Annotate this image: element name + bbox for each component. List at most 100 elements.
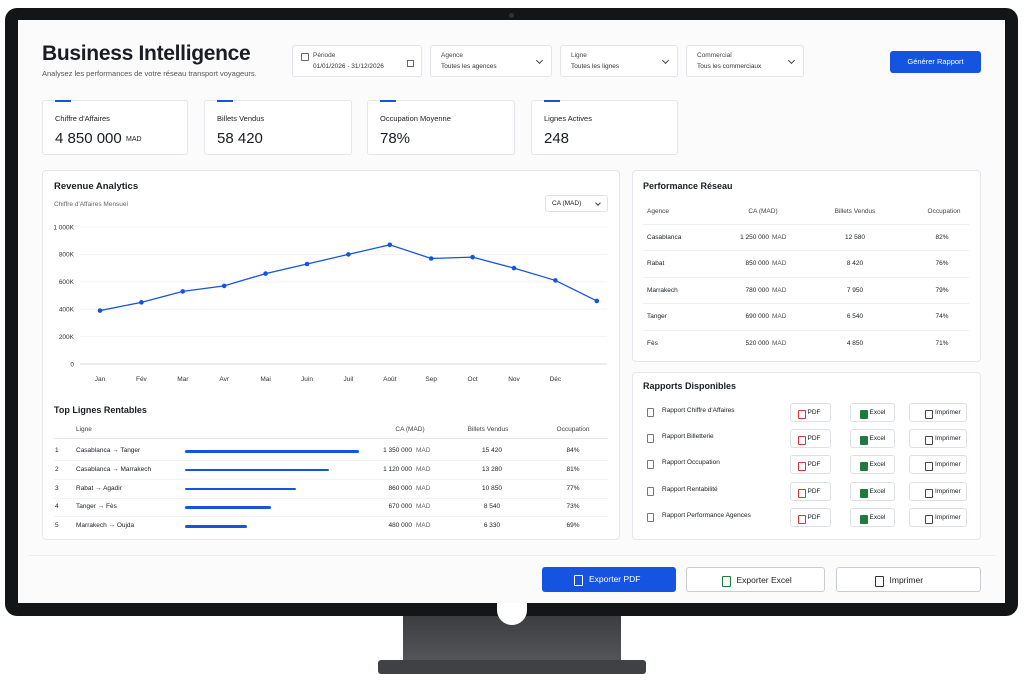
occupation: 69%: [566, 522, 580, 530]
report-name: Rapport Occupation: [662, 459, 720, 467]
button-label: Imprimer: [935, 487, 961, 495]
y-tick-label: 0: [70, 361, 74, 368]
row-rule: [54, 516, 608, 518]
button-label: Excel: [869, 461, 886, 469]
report-button[interactable]: PDF: [790, 455, 831, 475]
filter-value: 01/01/2026 - 31/12/2026: [313, 63, 384, 70]
line-name: Marrakech → Oujda: [76, 522, 135, 530]
kpi-card: Billets Vendus 58 420: [204, 100, 352, 155]
occupation: 71%: [935, 339, 949, 347]
report-button[interactable]: Imprimer: [909, 455, 967, 475]
filter[interactable]: Agence Toutes les agences: [430, 45, 552, 77]
button-label: Exporter Excel: [736, 575, 792, 585]
tickets: 8 540: [483, 503, 501, 511]
button-icon: [859, 436, 868, 446]
chevron: [787, 56, 796, 65]
report-button[interactable]: Excel: [850, 429, 895, 449]
tickets: 6 330: [483, 522, 501, 530]
calendar-icon: [407, 60, 414, 67]
filter-label: Période: [313, 52, 336, 59]
filter[interactable]: Période 01/01/2026 - 31/12/2026: [292, 45, 422, 77]
data-point: [346, 252, 351, 257]
x-tick-label: Jan: [95, 376, 106, 383]
x-tick-label: Juin: [301, 376, 313, 383]
column-header: Agence: [647, 208, 670, 215]
report-button[interactable]: Imprimer: [909, 429, 967, 449]
x-tick-label: Avr: [219, 376, 229, 383]
doc-icon: [647, 434, 654, 444]
header-rule: [54, 438, 608, 439]
data-point: [594, 298, 600, 304]
occupation: 77%: [566, 484, 580, 492]
report-button[interactable]: Imprimer: [909, 507, 967, 527]
filter[interactable]: Ligne Toutes les lignes: [560, 45, 678, 77]
ca-unit: MAD: [416, 447, 431, 454]
metric-select[interactable]: CA (MAD): [545, 195, 608, 212]
action-button[interactable]: Imprimer: [836, 567, 981, 592]
tickets: 8 420: [846, 260, 864, 268]
button-label: Excel: [869, 513, 886, 521]
button-icon: [925, 462, 933, 472]
kpi-accent: [55, 100, 71, 102]
data-point: [470, 254, 475, 260]
column-header: Occupation: [927, 208, 961, 215]
occupation: 76%: [935, 260, 949, 268]
report-button[interactable]: Excel: [850, 507, 895, 527]
row-rule: [54, 478, 608, 480]
tickets: 6 540: [846, 313, 864, 321]
kpi-label: Lignes Actives: [544, 114, 592, 123]
line-name: Rabat → Agadir: [76, 484, 122, 492]
doc-icon: [647, 460, 654, 470]
button-label: Imprimer: [935, 435, 961, 443]
button-icon: [797, 514, 806, 524]
button-label: PDF: [807, 435, 821, 443]
ca-unit: MAD: [416, 522, 431, 530]
row-rule: [54, 497, 608, 499]
button-icon: [797, 410, 806, 419]
button-label: Excel: [869, 487, 886, 495]
button-icon: [797, 436, 806, 446]
report-button[interactable]: Excel: [850, 403, 895, 422]
button-label: PDF: [807, 487, 821, 495]
report-button[interactable]: Imprimer: [909, 403, 967, 422]
button-icon: [859, 514, 868, 524]
doc-icon: [647, 408, 654, 417]
kpi-value: 248: [544, 130, 570, 147]
ca-unit: MAD: [772, 313, 787, 321]
action-button[interactable]: Exporter PDF: [542, 567, 676, 592]
generate-button[interactable]: Générer Rapport: [890, 51, 981, 73]
ca-unit: MAD: [772, 260, 787, 268]
report-button[interactable]: Imprimer: [909, 481, 967, 501]
report-button[interactable]: Excel: [850, 481, 895, 501]
report-button[interactable]: PDF: [790, 481, 831, 501]
report-button[interactable]: PDF: [790, 429, 831, 449]
filter[interactable]: Commercial Tous les commerciaux: [686, 45, 804, 77]
button-icon: [925, 410, 933, 419]
report-button[interactable]: Excel: [850, 455, 895, 475]
button-label: PDF: [807, 513, 821, 521]
report-button[interactable]: PDF: [790, 507, 831, 527]
ca-unit: MAD: [772, 234, 787, 241]
kpi-card: Occupation Moyenne 78%: [367, 100, 515, 155]
button-label: Excel: [869, 409, 886, 416]
page-title: Business Intelligence: [42, 42, 251, 65]
report-button[interactable]: PDF: [790, 403, 831, 422]
rank: 4: [55, 503, 59, 511]
row-rule: [643, 250, 969, 252]
data-point: [511, 265, 517, 271]
row-rule: [643, 224, 969, 225]
ca-value: 480 000: [388, 522, 413, 530]
x-tick-label: Nov: [508, 376, 520, 383]
footer-rule: [28, 555, 996, 556]
kpi-label: Chiffre d'Affaires: [55, 114, 110, 123]
occupation: 84%: [566, 447, 580, 454]
action-button[interactable]: Exporter Excel: [686, 567, 825, 592]
kpi-card: Lignes Actives 248: [531, 100, 678, 155]
ca-value: 850 000: [745, 260, 770, 268]
data-point: [387, 242, 393, 248]
row-rule: [54, 460, 608, 461]
chevron: [661, 56, 670, 65]
data-point: [304, 261, 310, 267]
y-tick-label: 600K: [59, 279, 75, 286]
row-rule: [643, 329, 969, 331]
